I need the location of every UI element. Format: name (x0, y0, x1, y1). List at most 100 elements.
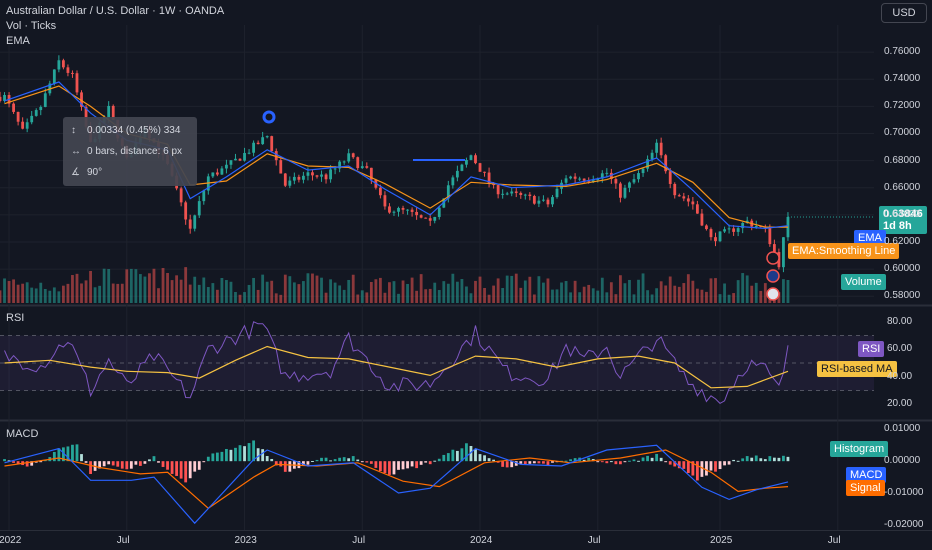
candle (3, 95, 6, 101)
candle (202, 190, 206, 202)
volume-bar (483, 287, 486, 303)
drawings[interactable] (262, 110, 780, 301)
histogram-bar (175, 461, 179, 476)
histogram-bar (750, 457, 754, 462)
candle (754, 225, 758, 227)
time-tick-label: Jul (116, 535, 130, 546)
candle (655, 142, 659, 153)
histogram-bar (7, 460, 11, 462)
ema-indicator-label[interactable]: EMA (6, 35, 30, 47)
candle (428, 218, 432, 221)
volume-bar (392, 281, 396, 303)
candle (523, 194, 527, 196)
volume-bar (596, 290, 600, 303)
histogram-bar (455, 450, 459, 462)
histogram-bar (148, 459, 151, 462)
volume-bar (542, 282, 545, 303)
volume-bar (759, 290, 763, 303)
candle (501, 193, 505, 195)
volume-bar (225, 280, 228, 303)
volume-bar (523, 280, 527, 303)
anchor-point-icon (262, 110, 276, 124)
volume-bar (356, 294, 360, 303)
candle (772, 244, 776, 253)
candle (564, 178, 568, 183)
histogram-bar (582, 459, 586, 462)
volume-bar (677, 286, 681, 303)
candle (673, 183, 677, 196)
candle (600, 173, 604, 179)
symbol-title[interactable]: Australian Dollar / U.S. Dollar · 1W · O… (6, 5, 225, 17)
candle (43, 93, 47, 107)
candle (107, 105, 111, 119)
volume-bar (61, 285, 65, 303)
candle (270, 136, 274, 152)
histogram-bar (668, 461, 672, 465)
candle (591, 180, 595, 182)
candle (637, 173, 640, 180)
volume-bar (351, 274, 355, 303)
volume-bar (487, 294, 491, 303)
histogram-bar (30, 461, 34, 466)
volume-bar (229, 281, 233, 303)
volume-bar (3, 278, 6, 303)
volume-bar (750, 285, 754, 303)
histogram-bar (274, 461, 278, 466)
candle (66, 67, 70, 73)
price-tick-label: 0.66000 (884, 181, 921, 193)
volume-bar (424, 289, 428, 303)
measure-tooltip: ↕ 0.00334 (0.45%) 334 ↔ 0 bars, distance: … (63, 117, 197, 186)
volume-bar (89, 270, 92, 303)
histogram-bar (759, 458, 763, 462)
volume-indicator-label[interactable]: Vol · Ticks (6, 20, 57, 32)
histogram-bar (374, 461, 378, 468)
volume-bar (460, 279, 464, 303)
volume-bar (306, 273, 310, 303)
rsi-ma-line (4, 345, 789, 389)
histogram-bar (410, 461, 414, 467)
volume-bar (786, 279, 790, 303)
histogram-bar (302, 461, 305, 466)
candle (619, 183, 622, 198)
rsi-tick-label: 80.00 (887, 315, 913, 327)
histogram-bar (605, 461, 609, 464)
volume-bar (202, 277, 206, 303)
histogram-bar (89, 461, 92, 474)
candle (714, 237, 717, 242)
volume-bar (48, 290, 52, 303)
histogram-bar (709, 461, 713, 471)
last-price-value: 0.63846 (883, 208, 923, 220)
histogram-bar (492, 459, 496, 462)
volume-bar (628, 279, 631, 303)
candle (632, 179, 636, 183)
histogram-bar (637, 460, 640, 462)
volume-bar (179, 279, 183, 303)
histogram-bar (673, 461, 677, 467)
histogram-bar (451, 449, 455, 462)
candle (487, 172, 491, 184)
volume-bar (166, 272, 169, 303)
histogram-bar (188, 461, 192, 479)
candle (401, 207, 405, 210)
volume-bar (30, 287, 34, 303)
volume-bar (102, 268, 106, 303)
histogram-bar (256, 448, 260, 462)
histogram-bar (261, 449, 265, 462)
volume-bar (496, 278, 500, 303)
histogram-bar (786, 456, 790, 462)
histogram-bar (120, 461, 124, 469)
price-tick-label: 0.70000 (884, 127, 921, 139)
volume-bar (283, 274, 287, 303)
macd-pane-title[interactable]: MACD (6, 428, 39, 440)
rsi-pane-title[interactable]: RSI (6, 312, 25, 324)
volume-bar (75, 273, 79, 303)
volume-bar (569, 292, 572, 303)
volume-bar (0, 290, 2, 303)
currency-button[interactable]: USD (881, 3, 927, 23)
volume-bar (170, 280, 174, 303)
candle (582, 178, 586, 181)
candle (52, 69, 56, 84)
histogram-bar (170, 461, 174, 474)
volume-bar (247, 284, 251, 303)
